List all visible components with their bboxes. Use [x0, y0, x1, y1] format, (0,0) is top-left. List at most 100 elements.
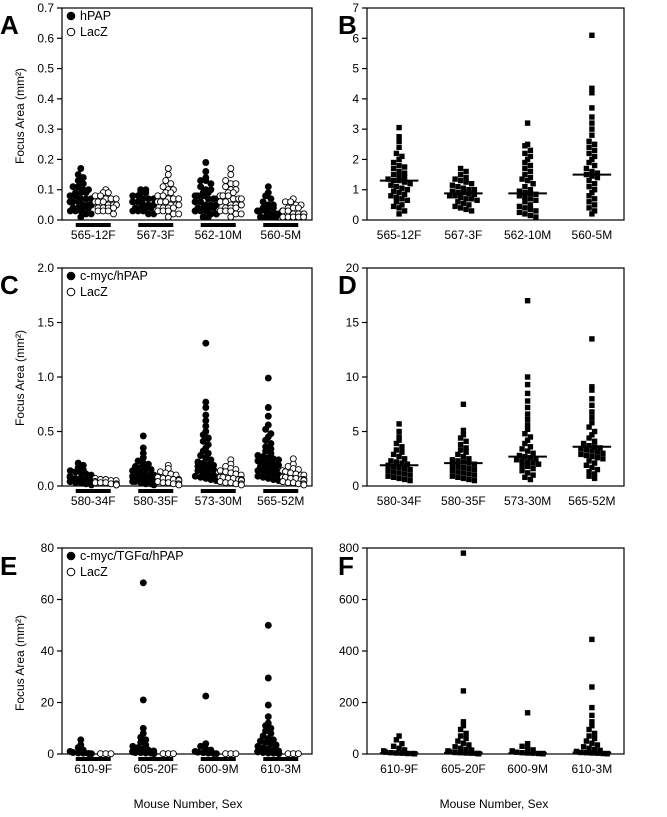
data-point-a-lacz-1-8: [167, 189, 175, 197]
legend-marker-e-1: [66, 567, 76, 577]
data-point-a-treated-1-22: [139, 207, 147, 215]
data-point-d-2-31: [524, 470, 531, 476]
data-point-d-2-22: [513, 457, 520, 463]
data-point-e-treated-3-0: [264, 621, 272, 629]
data-point-d-3-0: [589, 336, 595, 342]
x-category-label-a-0: 565-12F: [71, 228, 116, 242]
data-point-a-lacz-1-13: [175, 195, 183, 203]
data-point-b-0-30: [399, 196, 405, 202]
data-point-b-1-3: [463, 174, 469, 181]
data-point-a-lacz-1-27: [175, 210, 183, 218]
data-point-d-3-24: [589, 453, 595, 460]
data-point-b-3-5: [589, 120, 595, 126]
data-point-d-1-4: [463, 438, 469, 444]
data-point-f-3-3: [589, 712, 595, 719]
data-point-d-3-3: [589, 396, 595, 402]
data-point-a-treated-3-2: [262, 192, 270, 200]
data-point-d-0-0: [396, 421, 402, 427]
x-category-label-e-3: 610-3M: [260, 762, 301, 776]
data-point-b-3-33: [591, 208, 598, 214]
data-point-a-lacz-1-16: [162, 198, 170, 206]
data-point-b-1-22: [468, 196, 475, 202]
chart-panel-d: D 0 5 10 15 20 580-34F 580-35F 573-30M 565-52M: [338, 261, 625, 508]
data-point-a-lacz-1-19: [175, 201, 183, 209]
data-point-d-3-33: [591, 471, 598, 477]
data-point-d-1-7: [457, 447, 464, 453]
data-point-f-3-14: [586, 745, 592, 751]
data-point-b-1-23: [474, 197, 480, 203]
data-point-b-2-5: [527, 153, 534, 160]
data-point-b-1-8: [449, 182, 456, 188]
y-tick-label-a-0: 0.0: [37, 213, 54, 227]
data-point-b-0-4: [393, 150, 400, 157]
data-point-f-1-12: [457, 745, 464, 751]
y-tick-label-e-4: 80: [41, 541, 55, 555]
data-point-f-1-7: [463, 735, 469, 742]
y-tick-label-e-1: 20: [41, 696, 55, 710]
data-point-b-1-18: [446, 193, 453, 199]
y-tick-label-d-1: 5: [352, 425, 359, 439]
panel-letter-c: C: [0, 270, 19, 300]
data-point-f-1-4: [457, 726, 464, 733]
data-point-d-3-31: [594, 466, 601, 473]
data-point-a-treated-0-6: [74, 183, 82, 191]
data-point-b-3-8: [586, 138, 592, 144]
data-point-b-3-19: [594, 170, 601, 176]
data-point-b-2-13: [519, 176, 525, 182]
x-category-label-b-2: 562-10M: [504, 228, 551, 242]
data-point-d-2-21: [533, 456, 539, 462]
data-point-d-3-7: [589, 420, 595, 426]
y-tick-label-b-1: 1: [352, 183, 359, 197]
data-point-d-3-11: [586, 435, 592, 441]
legend-marker-c-1: [66, 287, 76, 297]
data-point-f-2-1: [524, 741, 531, 747]
data-point-b-2-2: [522, 143, 528, 149]
data-point-b-0-36: [401, 208, 408, 214]
data-point-b-1-4: [452, 176, 458, 182]
x-category-label-e-0: 610-9F: [74, 762, 112, 776]
data-point-a-lacz-3-2: [287, 198, 295, 206]
data-point-b-1-27: [452, 203, 458, 210]
data-point-d-2-17: [530, 450, 536, 456]
data-point-f-1-11: [452, 744, 458, 750]
data-point-b-1-20: [457, 194, 464, 200]
data-point-d-0-29: [407, 477, 413, 484]
data-point-b-1-24: [455, 199, 461, 205]
data-point-f-2-4: [530, 747, 536, 753]
data-point-b-3-34: [589, 211, 595, 217]
data-point-d-1-16: [471, 461, 478, 467]
legend-label-a-1: LacZ: [80, 25, 108, 39]
data-point-c-lacz-0-15: [112, 481, 120, 489]
data-point-c-lacz-3-27: [300, 481, 308, 489]
y-tick-label-d-2: 10: [346, 370, 360, 384]
data-point-a-treated-1-11: [134, 198, 142, 206]
data-point-b-0-3: [396, 144, 402, 150]
data-point-d-1-8: [463, 449, 469, 455]
data-point-d-2-16: [524, 448, 531, 454]
data-point-a-treated-2-19: [197, 198, 205, 206]
data-point-b-3-6: [589, 126, 595, 132]
data-point-a-treated-0-0: [77, 165, 85, 172]
data-point-c-lacz-1-21: [175, 481, 183, 489]
data-point-a-lacz-2-1: [227, 171, 235, 179]
data-point-b-0-32: [393, 199, 400, 205]
data-point-f-1-5: [463, 730, 469, 737]
data-point-d-2-20: [527, 455, 534, 461]
data-point-a-treated-2-1: [202, 168, 210, 175]
data-point-b-0-25: [390, 188, 397, 194]
data-point-b-1-13: [449, 188, 456, 194]
data-point-e-treated-2-10: [212, 750, 220, 758]
data-point-d-1-18: [455, 463, 461, 470]
panel-letter-a: A: [0, 10, 19, 40]
data-point-d-1-0: [460, 401, 467, 407]
data-point-b-1-1: [463, 168, 469, 175]
data-point-b-0-8: [396, 162, 402, 169]
data-point-b-1-25: [460, 200, 467, 206]
x-category-label-f-0: 610-9F: [380, 762, 418, 776]
data-point-d-1-1: [460, 427, 467, 434]
data-point-d-1-28: [455, 474, 461, 480]
data-point-b-3-23: [586, 177, 592, 184]
y-tick-label-a-2: 0.2: [37, 152, 54, 166]
data-point-b-0-5: [399, 153, 405, 160]
data-point-d-1-11: [466, 456, 472, 462]
